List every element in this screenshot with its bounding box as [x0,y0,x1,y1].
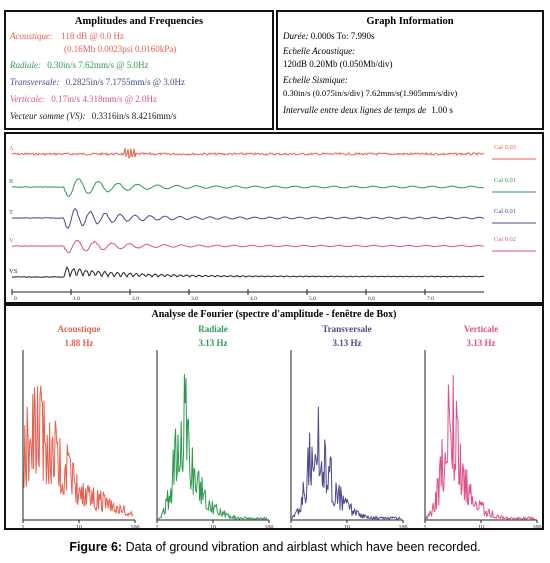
spectrum-x-tick-label: 1 [22,525,25,528]
time-tick-label: 7.0 [427,296,434,302]
graph-info-panel: Graph Information Durée: 0.000s To: 7.99… [276,10,544,130]
spectrum-x-tick-label: 1 [290,525,293,528]
spectrum-peak-3: 3.13 Hz [467,338,496,348]
amplitudes-title: Amplitudes and Frequencies [74,16,204,27]
calibration-label-r: Cal 0.01 [494,177,516,184]
waveform-panel: A Cal 0.03 R Cal 0.01 T Cal 0.01 V Cal 0.02 VS 0 1… [4,132,544,304]
intervalle-row: Intervalle entre deux lignes de temps de… [283,105,453,115]
time-tick-label: 4.0 [250,296,257,302]
spectrum-title-2: Transversale [322,324,371,334]
waveform-trace-vs [11,265,485,279]
verticale-label: Verticale: [10,94,45,104]
spectrum-x-tick-label: 1 [424,525,427,528]
caption-label: Figure 6: [69,540,123,554]
waveform-trace-r [11,178,485,198]
duree-value: 0.000s To: 7.990s [310,31,375,41]
channel-label-vs: VS [9,268,18,275]
duree-label: Durée: [283,31,309,41]
intervalle-value: 1.00 s [431,105,453,115]
calibration-label-v: Cal 0.02 [494,236,516,243]
waveform-trace-t [11,208,485,230]
caption-text: Data of ground vibration and airblast wh… [122,540,481,554]
vs-row: Vecteur somme (VS): 0.3316in/s 8.4216mm/… [10,111,177,121]
fourier-panel: Analyse de Fourier (spectre d'amplitude … [4,304,544,530]
spectrum-trace-0 [23,385,134,518]
acoustique-row: Acoustique: 118 dB @ 0.0 Hz [10,31,124,41]
acoustique-sub: (0.16Mb 0.0023psi 0.0160kPa) [64,44,177,54]
vs-value: 0.3316in/s 8.4216mm/s [91,111,177,121]
spectrum-x-tick-label: 1 [156,525,159,528]
transversale-value: 0.2825in/s 7.1755mm/s @ 3.0Hz [65,77,186,87]
time-tick-label: 3.0 [191,296,198,302]
channel-label-r: R [9,178,14,185]
radiale-row: Radiale: 0.30in/s 7.62mm/s @ 5.0Hz [10,60,149,70]
spectrum-x-tick-label: 10 [76,525,82,528]
acoustique-value: 118 dB @ 0.0 Hz [61,31,124,41]
waveform-trace-a [11,147,485,160]
figure-caption: Figure 6: Data of ground vibration and a… [0,540,550,554]
radiale-value: 0.30in/s 7.62mm/s @ 5.0Hz [47,60,149,70]
duree-row: Durée: 0.000s To: 7.990s [283,31,374,41]
spectrum-x-tick-label: 100 [131,525,140,528]
spectrum-x-tick-label: 10 [478,525,484,528]
vs-label: Vecteur somme (VS): [10,111,86,121]
spectrum-trace-3 [425,374,535,521]
channel-label-t: T [9,209,13,216]
radiale-label: Radiale: [10,60,41,70]
spectrum-peak-2: 3.13 Hz [333,338,362,348]
time-tick-label: 0 [14,296,17,302]
transversale-row: Transversale: 0.2825in/s 7.1755mm/s @ 3.… [10,77,185,87]
spectrum-title-0: Acoustique [57,324,100,334]
channel-label-a: A [9,145,14,152]
spectrum-title-3: Verticale [464,324,498,334]
spectrum-trace-1 [157,373,268,521]
time-tick-label: 6.0 [368,296,375,302]
verticale-row: Verticale: 0.17in/s 4.318mm/s @ 2.0Hz [10,94,157,104]
echelle-acoustique-value: 120dB 0.20Mb (0.050Mb/div) [283,59,393,69]
calibration-label-a: Cal 0.03 [494,144,516,151]
spectrum-x-tick-label: 100 [265,525,274,528]
fourier-title: Analyse de Fourier (spectre d'amplitude … [151,309,397,320]
acoustique-label: Acoustique: [10,31,53,41]
amplitudes-panel: Amplitudes and Frequencies Acoustique: 1… [4,10,274,130]
waveform-trace-v [11,239,485,254]
spectrum-x-tick-label: 100 [533,525,542,528]
channel-label-v: V [9,237,14,244]
time-tick-label: 2.0 [132,296,139,302]
time-tick-label: 5.0 [309,296,316,302]
spectrum-title-1: Radiale [198,324,228,334]
echelle-sismique-value: 0.30in/s (0.075in/s/div) 7.62mm/s(1.905m… [283,88,458,98]
echelle-sismique-label: Echelle Sismique: [283,75,348,85]
spectrum-x-tick-label: 10 [210,525,216,528]
calibration-label-t: Cal 0.01 [494,208,516,215]
time-tick-label: 1.0 [73,296,80,302]
waveform-chart: A Cal 0.03 R Cal 0.01 T Cal 0.01 V Cal 0.02 VS 0 1… [9,144,536,302]
spectrum-peak-0: 1.88 Hz [65,338,94,348]
transversale-label: Transversale: [10,77,60,87]
verticale-value: 0.17in/s 4.318mm/s @ 2.0Hz [51,94,158,104]
graph-info-title: Graph Information [366,16,454,27]
spectrum-x-tick-label: 10 [344,525,350,528]
spectrum-x-tick-label: 100 [399,525,408,528]
intervalle-label: Intervalle entre deux lignes de temps de [283,105,427,115]
echelle-acoustique-label: Echelle Acoustique: [283,46,356,56]
spectrum-peak-1: 3.13 Hz [199,338,228,348]
spectrum-trace-2 [291,406,401,521]
